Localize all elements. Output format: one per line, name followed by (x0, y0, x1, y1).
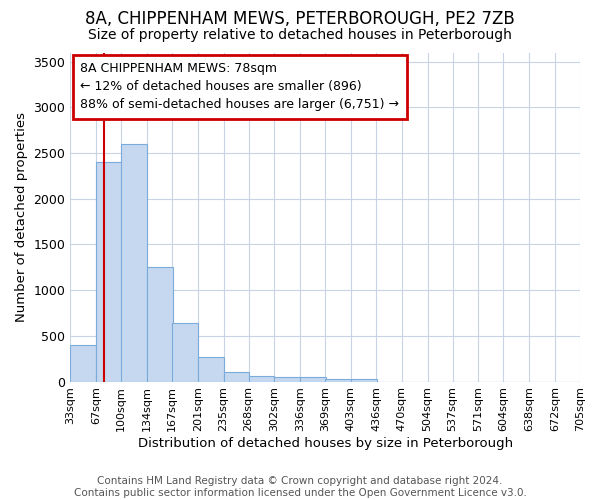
Bar (70, 345, 96, 382)
Bar (325, 380, 351, 382)
Text: Size of property relative to detached houses in Peterborough: Size of property relative to detached ho… (88, 28, 512, 42)
X-axis label: Distribution of detached houses by size in Peterborough: Distribution of detached houses by size … (137, 437, 513, 450)
Bar (198, 357, 224, 382)
Bar (172, 323, 198, 382)
Bar (224, 372, 249, 382)
Bar (274, 376, 300, 382)
Y-axis label: Number of detached properties: Number of detached properties (15, 112, 28, 322)
Bar (248, 376, 274, 382)
Bar (147, 268, 173, 382)
Text: 8A, CHIPPENHAM MEWS, PETERBOROUGH, PE2 7ZB: 8A, CHIPPENHAM MEWS, PETERBOROUGH, PE2 7… (85, 10, 515, 28)
Text: 8A CHIPPENHAM MEWS: 78sqm
← 12% of detached houses are smaller (896)
88% of semi: 8A CHIPPENHAM MEWS: 78sqm ← 12% of detac… (80, 62, 400, 112)
Text: Contains HM Land Registry data © Crown copyright and database right 2024.
Contai: Contains HM Land Registry data © Crown c… (74, 476, 526, 498)
Bar (300, 377, 326, 382)
Bar (351, 380, 377, 382)
Bar (96, 162, 122, 382)
Bar (121, 144, 147, 382)
